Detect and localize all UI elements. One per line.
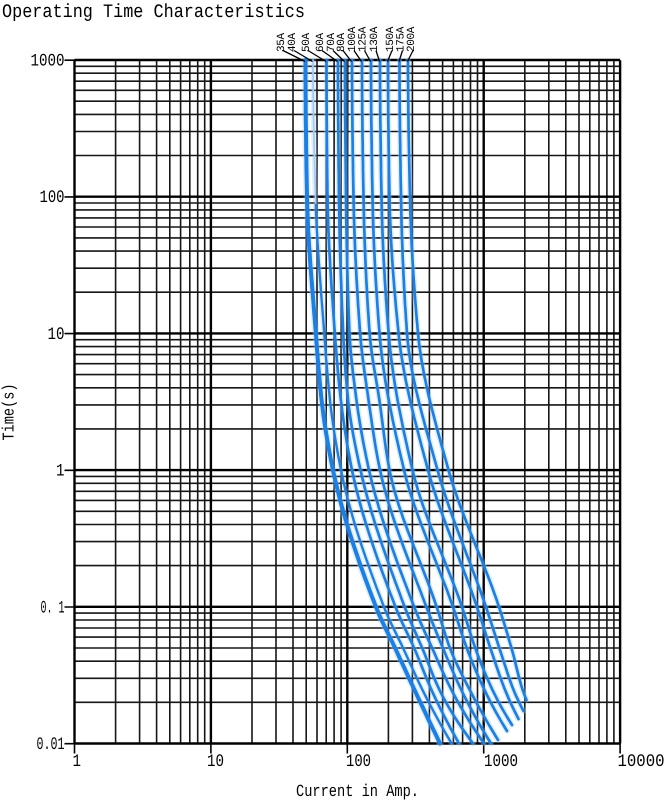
svg-text:150A: 150A — [385, 26, 397, 52]
svg-text:10000: 10000 — [618, 752, 664, 772]
svg-text:40A: 40A — [287, 32, 299, 52]
svg-text:1000: 1000 — [484, 752, 518, 772]
svg-text:100: 100 — [346, 752, 371, 772]
svg-text:175A: 175A — [396, 26, 408, 52]
svg-text:50A: 50A — [301, 32, 313, 52]
svg-text:1000: 1000 — [31, 52, 65, 72]
svg-text:100A: 100A — [347, 26, 359, 52]
svg-text:Current in Amp.: Current in Amp. — [296, 783, 419, 800]
svg-text:80A: 80A — [336, 32, 348, 52]
svg-text:0. 1: 0. 1 — [41, 598, 65, 618]
svg-text:10: 10 — [48, 325, 65, 345]
svg-text:200A: 200A — [406, 26, 418, 52]
svg-text:130A: 130A — [369, 26, 381, 52]
svg-text:Operating Time Characteristics: Operating Time Characteristics — [2, 1, 305, 23]
svg-text:125A: 125A — [358, 26, 370, 52]
svg-text:1: 1 — [56, 462, 65, 482]
svg-text:10: 10 — [207, 752, 224, 772]
svg-text:60A: 60A — [315, 32, 327, 52]
svg-text:35A: 35A — [276, 32, 288, 52]
svg-text:100: 100 — [40, 188, 65, 208]
svg-text:1: 1 — [73, 752, 82, 772]
svg-text:Time(s): Time(s) — [0, 384, 19, 441]
svg-text:0.01: 0.01 — [37, 735, 65, 755]
svg-text:70A: 70A — [326, 32, 338, 52]
